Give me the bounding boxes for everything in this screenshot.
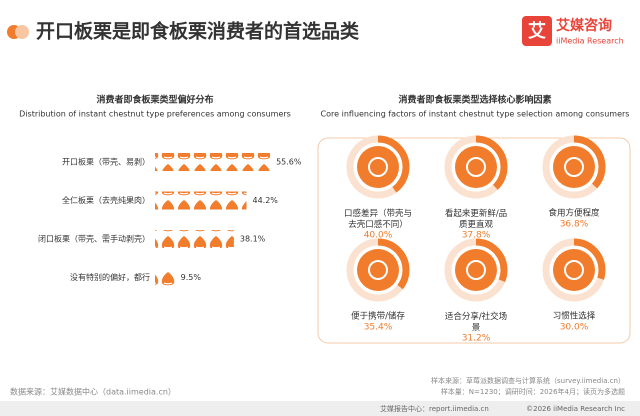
category-label: 闭口板栗（带壳、需手动剥壳） <box>38 234 150 244</box>
pictogram-bar <box>155 153 271 171</box>
icon-glyph <box>564 260 584 280</box>
value-label: 38.1% <box>240 235 266 244</box>
category-label: 没有特别的偏好，都行 <box>70 272 150 282</box>
icon-glyph <box>368 157 388 177</box>
category-label: 看起来更新鲜/品质更直观 <box>445 208 507 230</box>
category-label: 适合分享/社交场景 <box>445 311 507 333</box>
icon-disc <box>455 146 497 188</box>
value-label: 44.2% <box>252 196 278 205</box>
value-label: 36.8% <box>560 220 589 230</box>
value-label: 40.0% <box>364 231 393 241</box>
chart-subtitle: Core influencing factors of instant ches… <box>321 110 630 119</box>
category-label: 便于携带/储存 <box>351 311 405 322</box>
value-label: 55.6% <box>276 158 302 167</box>
pictogram-bar <box>155 268 175 287</box>
category-label: 食用方便程度 <box>548 208 600 219</box>
pictogram-bar <box>155 191 247 210</box>
icon-disc <box>357 249 399 291</box>
chart-subtitle: Distribution of instant chestnut type pr… <box>19 110 291 119</box>
ring-arc <box>444 135 508 199</box>
icon-disc <box>357 146 399 188</box>
report-center: 艾媒报告中心：report.iimedia.cn <box>380 404 489 413</box>
icon-disc <box>455 249 497 291</box>
category-label: 习惯性选择 <box>553 311 596 322</box>
ring-arc <box>444 238 508 302</box>
ring-arc <box>542 238 606 302</box>
category-label: 开口板栗（带壳、易剥） <box>62 157 150 167</box>
icon-glyph <box>368 260 388 280</box>
icon-glyph <box>466 157 486 177</box>
ring-arc <box>542 135 606 199</box>
footer-bar <box>0 401 640 416</box>
value-label: 35.4% <box>364 323 393 333</box>
source: 数据来源：艾媒数据中心（data.iimedia.cn） <box>10 387 176 397</box>
ring-arc <box>346 238 410 302</box>
sample-info: 样本量：N=1230；调研时间：2026年4月；读页为多选题 <box>441 387 625 396</box>
logo-cn: 艾媒咨询 <box>556 17 612 34</box>
logo-glyph: 艾 <box>528 20 546 42</box>
value-label: 9.5% <box>181 273 202 282</box>
value-label: 30.0% <box>560 323 589 333</box>
logo-en: iiMedia Research <box>556 37 624 46</box>
icon-glyph <box>466 260 486 280</box>
page-title: 开口板栗是即食板栗消费者的首选品类 <box>36 20 359 43</box>
icon-disc <box>553 146 595 188</box>
bullet <box>15 25 29 39</box>
chart-title: 消费者即食板栗类型偏好分布 <box>96 94 213 106</box>
pictogram-bar <box>155 230 234 248</box>
logo-mark <box>522 16 552 46</box>
value-label: 31.2% <box>462 334 491 344</box>
icon-glyph <box>564 157 584 177</box>
chart-title: 消费者即食板栗类型选择核心影响因素 <box>398 94 551 106</box>
value-label: 37.8% <box>462 231 491 241</box>
sample-source: 样本来源：草莓派数据调查与计算系统（survey.iimedia.cn） <box>431 376 625 385</box>
ring-arc <box>346 135 410 199</box>
copyright: ©2026 iiMedia Research Inc <box>526 405 625 413</box>
icon-disc <box>553 249 595 291</box>
category-label: 全仁板栗（去壳纯果肉） <box>62 195 150 205</box>
category-label: 口感差异（带壳与去壳口感不同） <box>344 208 412 230</box>
